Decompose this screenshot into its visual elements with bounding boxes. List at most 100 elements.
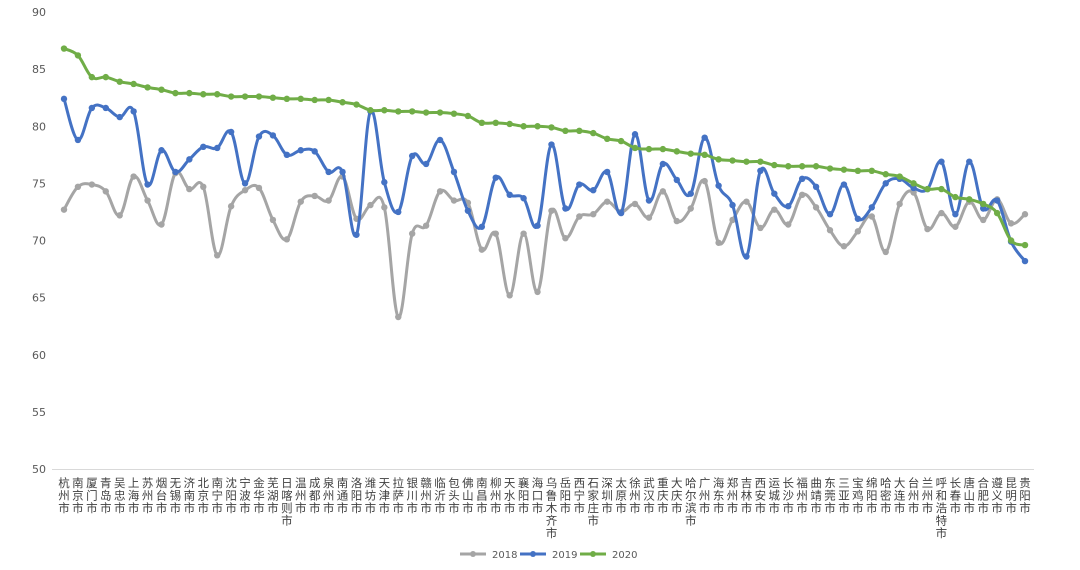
data-point	[952, 223, 959, 230]
data-point	[74, 183, 82, 191]
data-point	[868, 204, 875, 211]
data-point	[673, 148, 681, 155]
data-point	[214, 252, 221, 259]
data-point	[227, 203, 235, 210]
data-point	[214, 144, 221, 152]
y-tick-label: 85	[32, 63, 46, 76]
data-point	[367, 201, 374, 209]
x-tick-label: 遵义市	[991, 476, 1003, 515]
data-point	[771, 206, 778, 213]
data-point	[548, 124, 555, 131]
x-tick-label: 贵阳市	[1019, 476, 1031, 515]
data-point	[395, 313, 402, 321]
data-point	[381, 204, 388, 211]
data-point	[241, 187, 249, 194]
data-point	[798, 191, 806, 198]
x-tick-label: 包头市	[448, 476, 460, 515]
data-point	[227, 93, 235, 100]
data-point	[910, 184, 917, 192]
data-point	[687, 190, 694, 197]
data-point	[715, 156, 722, 163]
data-point	[186, 185, 193, 193]
data-point	[506, 120, 513, 128]
x-tick-label: 银川市	[406, 476, 418, 515]
data-point	[798, 163, 806, 170]
data-point	[617, 137, 625, 145]
x-tick-label: 宁波市	[239, 476, 251, 515]
data-point	[492, 119, 499, 127]
x-tick-label: 南宁市	[211, 476, 223, 515]
data-point	[74, 52, 82, 59]
data-point	[408, 108, 416, 115]
data-point	[785, 203, 792, 210]
x-tick-label: 合肥市	[977, 476, 989, 515]
data-point	[255, 133, 263, 140]
y-tick-label: 50	[32, 463, 46, 476]
data-point	[241, 93, 249, 100]
data-point	[938, 209, 945, 217]
data-point	[701, 151, 708, 159]
data-point	[241, 180, 249, 187]
data-point	[283, 95, 291, 103]
data-point	[729, 216, 736, 224]
x-tick-label: 芜湖市	[267, 476, 279, 515]
x-tick-label: 台州市	[908, 476, 920, 515]
x-tick-label: 太原市	[615, 476, 627, 515]
data-point	[896, 173, 903, 180]
legend: 2018 2019 2020	[460, 550, 637, 561]
data-point	[631, 131, 639, 138]
data-point	[673, 176, 681, 184]
data-point	[200, 183, 207, 191]
data-point	[1007, 220, 1015, 227]
data-point	[631, 144, 639, 152]
x-tick-label: 济南市	[184, 476, 196, 515]
data-point	[993, 197, 1001, 204]
x-axis: 杭州市南京市厦门市青岛市吴忠市上海市苏州市烟台市无锡市济南市北京市南宁市沈阳市宁…	[52, 469, 1034, 540]
data-point	[144, 197, 151, 204]
data-point	[60, 95, 68, 103]
x-tick-label: 三亚市	[838, 476, 850, 515]
x-tick-label: 西安市	[755, 476, 767, 515]
data-point	[603, 135, 611, 143]
x-tick-label: 郑州市	[727, 476, 739, 515]
data-point	[576, 127, 583, 135]
x-tick-label: 大连市	[894, 476, 906, 515]
data-point	[966, 196, 973, 203]
x-tick-label: 长沙市	[782, 476, 794, 515]
data-point	[506, 191, 513, 198]
data-point	[269, 216, 277, 224]
data-point	[325, 96, 332, 104]
data-point	[534, 222, 541, 229]
y-tick-label: 75	[32, 177, 46, 190]
data-point	[255, 184, 263, 192]
data-point	[88, 181, 96, 188]
data-point	[548, 207, 555, 214]
x-tick-label: 福州市	[796, 476, 808, 515]
data-point	[311, 192, 318, 200]
data-point	[952, 193, 959, 201]
data-point	[771, 190, 778, 197]
x-tick-label: 日喀则市	[281, 476, 293, 528]
data-point	[590, 129, 597, 137]
data-point	[854, 167, 862, 175]
data-point	[325, 168, 332, 176]
data-point	[701, 177, 708, 185]
x-tick-label: 南京市	[72, 476, 84, 515]
x-tick-label: 哈尔滨市	[685, 476, 697, 528]
data-point	[436, 188, 444, 195]
x-tick-label: 兰州市	[922, 476, 934, 515]
data-point	[520, 123, 527, 130]
data-point	[812, 204, 820, 211]
data-point	[603, 198, 611, 205]
data-point	[812, 183, 820, 191]
legend-label-2019: 2019	[552, 550, 577, 561]
x-tick-label: 泉州市	[323, 476, 335, 515]
data-point	[506, 292, 513, 299]
y-tick-label: 60	[32, 349, 46, 362]
x-tick-label: 乌鲁木齐市	[546, 476, 558, 540]
data-point	[659, 145, 667, 153]
data-point	[464, 207, 472, 214]
series-line-2020	[62, 47, 1027, 247]
data-point	[381, 107, 388, 114]
x-tick-label: 曲靖市	[810, 476, 822, 515]
